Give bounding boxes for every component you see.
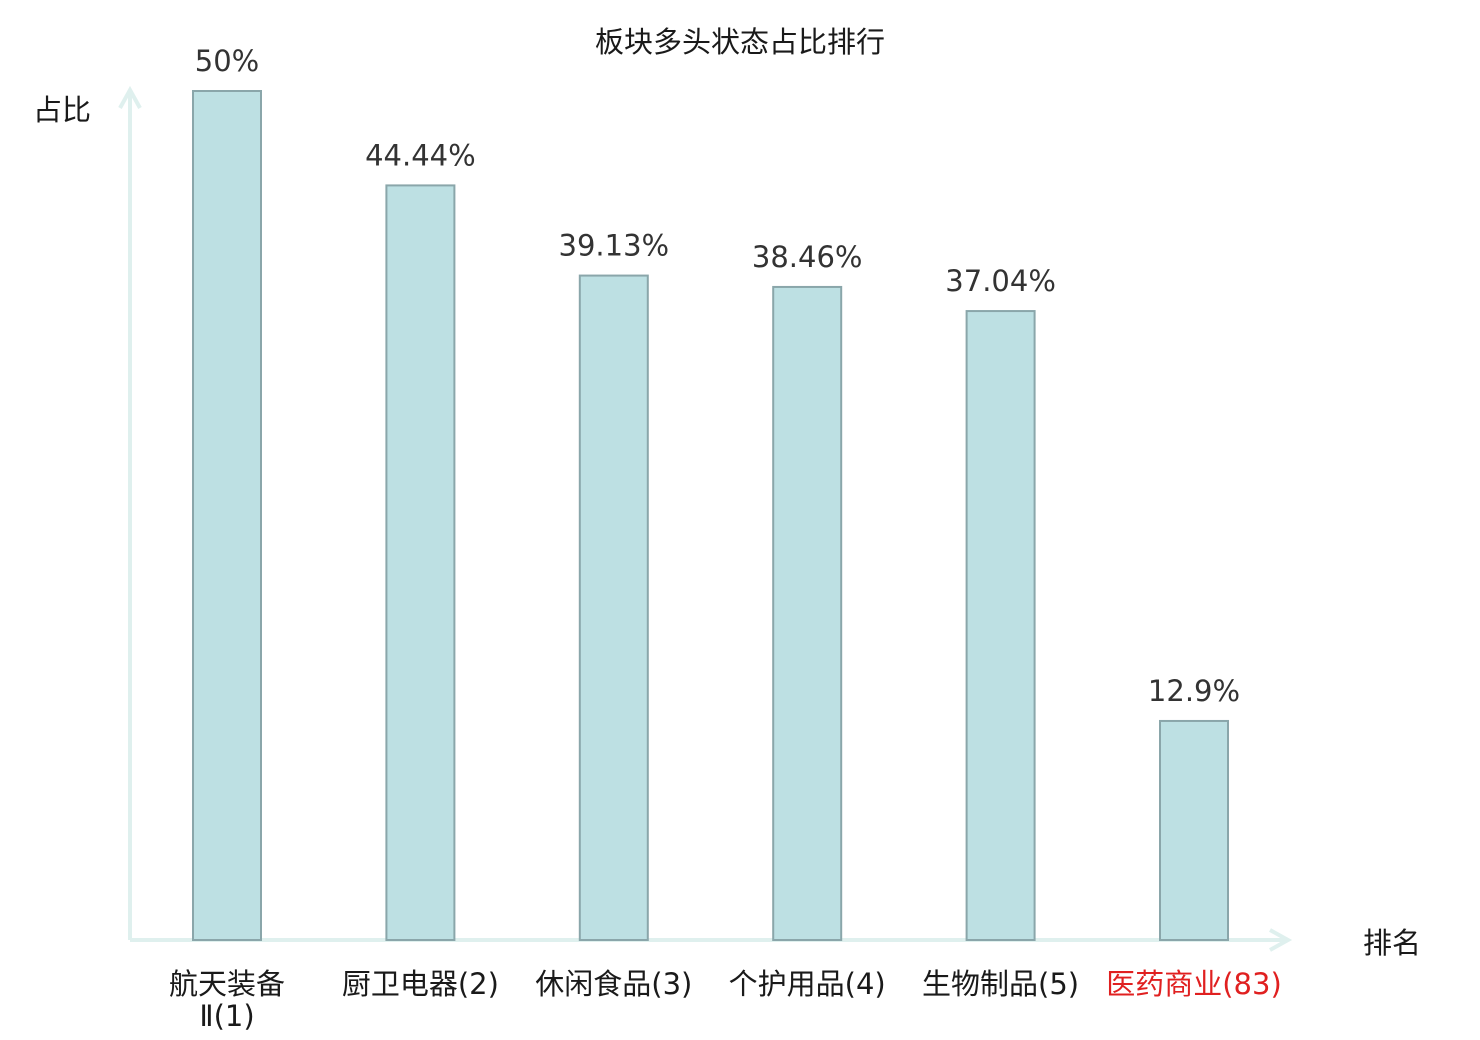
bar <box>192 90 262 941</box>
category-label: 厨卫电器(2) <box>342 967 499 1001</box>
bar <box>578 274 649 942</box>
value-label: 44.44% <box>365 138 476 172</box>
category-label: 个护用品(4) <box>729 967 886 1001</box>
y-axis-label: 占比 <box>33 93 91 127</box>
bar <box>772 285 843 941</box>
value-label: 39.13% <box>559 229 670 263</box>
y-axis-arrow <box>118 85 142 109</box>
category-label: 生物制品(5) <box>922 967 1079 1001</box>
x-axis-label: 排名 <box>1363 926 1421 960</box>
category-labels-group: 航天装备 Ⅱ(1) 厨卫电器(2) 休闲食品(3) 个护用品(4) 生物制品(5) 医药商业… <box>169 967 1282 1033</box>
x-axis-arrow <box>1269 928 1293 952</box>
value-label: 50% <box>195 44 259 78</box>
category-label: 航天装备 Ⅱ(1) <box>169 967 285 1033</box>
bar <box>965 310 1036 941</box>
value-label: 37.04% <box>945 264 1056 298</box>
bars-group <box>192 90 1229 942</box>
bar <box>1159 719 1229 942</box>
axes <box>118 85 1293 952</box>
value-labels-group: 50% 44.44% 39.13% 38.46% 37.04% 12.9% <box>195 44 1240 708</box>
value-label: 12.9% <box>1148 674 1240 708</box>
bar <box>385 184 456 941</box>
value-label: 38.46% <box>752 240 863 274</box>
category-label: 休闲食品(3) <box>535 967 692 1001</box>
category-label: 医药商业(83) <box>1106 967 1282 1001</box>
chart-title: 板块多头状态占比排行 <box>595 25 885 59</box>
